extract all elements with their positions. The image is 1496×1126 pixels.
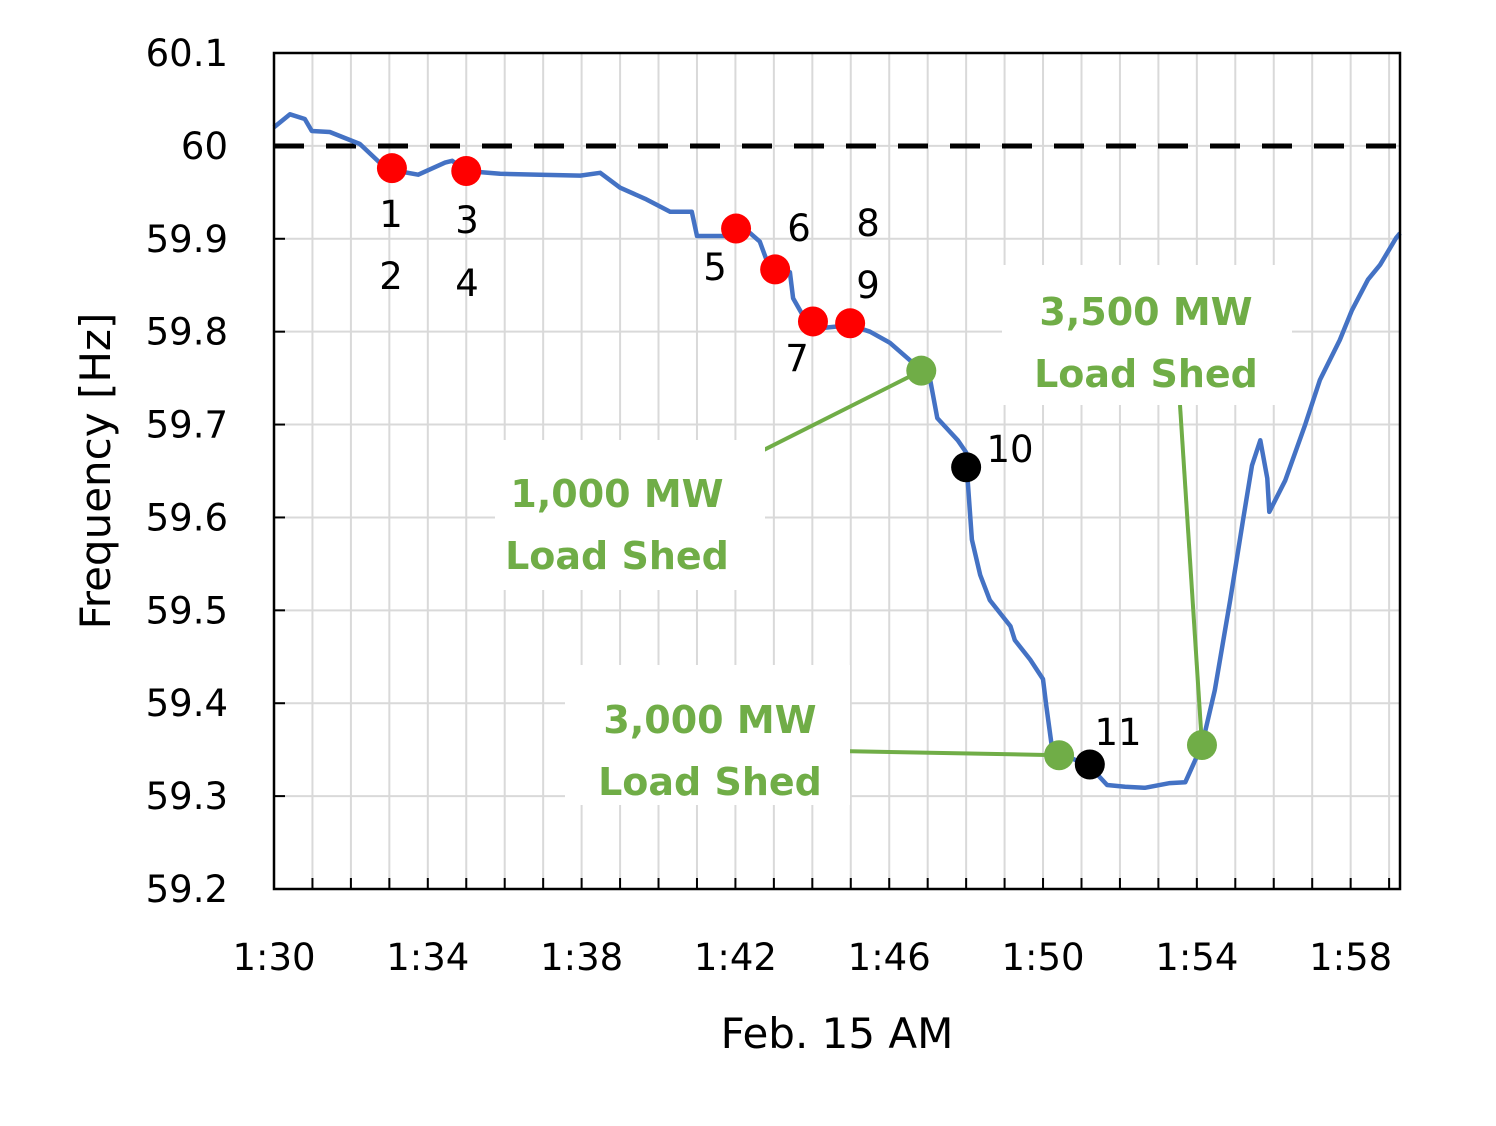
- y-tick-label: 59.2: [146, 868, 228, 911]
- x-tick-label: 1:30: [232, 936, 315, 979]
- plot-frame: [272, 51, 1402, 891]
- annotation-text: 3,500 MW: [1039, 290, 1252, 334]
- annotation-leader-line: [837, 749, 1060, 758]
- event-marker: [906, 355, 937, 386]
- x-tick-label: 1:50: [1001, 936, 1084, 979]
- event-marker-label: 4: [455, 262, 479, 305]
- annotation-box: [495, 440, 765, 590]
- annotation-text: 3,000 MW: [603, 698, 816, 742]
- event-marker-label: 3: [455, 199, 479, 242]
- x-tick-label: 1:58: [1309, 936, 1392, 979]
- x-tick-label: 1:54: [1155, 936, 1238, 979]
- event-marker-label: 11: [1094, 711, 1141, 754]
- annotations: 1,000 MW Load Shed 3,000 MW Load Shed 3,500 …: [495, 265, 1292, 805]
- event-marker-label: 10: [986, 428, 1033, 471]
- event-marker: [451, 155, 482, 186]
- x-axis-label: Feb. 15 AM: [721, 1009, 954, 1058]
- x-tick-label: 1:38: [540, 936, 623, 979]
- annotation-text: Load Shed: [505, 534, 729, 578]
- event-marker: [1186, 730, 1217, 761]
- annotation-leader-line: [737, 368, 923, 465]
- annotation-box: [565, 665, 850, 805]
- y-tick-label: 59.9: [146, 218, 228, 261]
- frequency-series: [272, 112, 1402, 791]
- event-marker-label: 1: [379, 193, 403, 236]
- event-marker: [1074, 749, 1105, 780]
- axis-ticks: 59.2 59.3 59.4 59.5 59.6 59.7 59.8 59.9 60 60.1 1:…: [146, 32, 1393, 979]
- x-tick-label: 1:46: [848, 936, 931, 979]
- y-tick-label: 59.8: [146, 311, 228, 354]
- y-tick-label: 59.6: [146, 496, 228, 539]
- y-tick-label: 59.3: [146, 775, 228, 818]
- x-tick-label: 1:42: [694, 936, 777, 979]
- y-tick-label: 60.1: [146, 32, 228, 75]
- event-marker-label: 5: [703, 246, 727, 289]
- event-marker: [721, 213, 752, 244]
- y-axis-label: Frequency [Hz]: [71, 313, 120, 630]
- x-tick-label: 1:34: [386, 936, 469, 979]
- event-markers: 1 2 3 4 5 6 7 8 9 10 11: [376, 153, 1217, 780]
- annotation-box: [1002, 265, 1292, 405]
- event-marker: [797, 306, 828, 337]
- event-marker-label: 8: [856, 202, 880, 245]
- annotation-leaders: [737, 368, 1204, 758]
- y-tick-label: 60: [181, 125, 228, 168]
- annotation-text: Load Shed: [1034, 352, 1258, 396]
- event-marker: [1044, 740, 1075, 771]
- annotation-text: Load Shed: [598, 760, 822, 804]
- event-marker: [760, 254, 791, 285]
- event-marker-label: 6: [787, 207, 811, 250]
- event-marker: [376, 153, 407, 184]
- event-marker: [835, 308, 866, 339]
- frequency-line: [272, 112, 1402, 791]
- y-tick-label: 59.7: [146, 404, 228, 447]
- y-tick-label: 59.5: [146, 589, 228, 632]
- y-tick-label: 59.4: [146, 682, 228, 725]
- annotation-leader-line: [1178, 404, 1204, 746]
- event-marker: [951, 452, 982, 483]
- annotation-text: 1,000 MW: [510, 472, 723, 516]
- event-marker-label: 2: [379, 255, 403, 298]
- event-marker-label: 9: [856, 264, 880, 307]
- event-marker-label: 7: [785, 337, 809, 380]
